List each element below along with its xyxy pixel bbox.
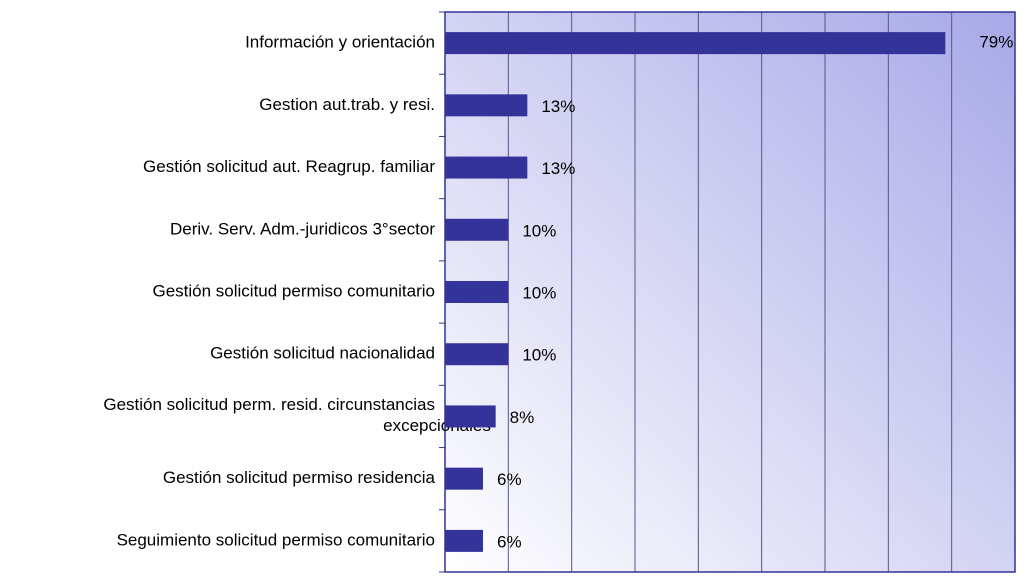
value-label: 6% (497, 532, 522, 551)
y-tick-label: Gestión solicitud aut. Reagrup. familiar (143, 157, 435, 176)
bar (445, 156, 528, 179)
value-label: 79% (979, 33, 1013, 52)
x-tick-label: 0% (433, 581, 458, 585)
value-label: 10% (522, 346, 556, 365)
value-label: 10% (522, 283, 556, 302)
y-tick-label: Gestión solicitud permiso comunitario (152, 281, 435, 300)
y-tick-label: Gestión solicitud permiso residencia (163, 468, 436, 487)
value-label: 10% (522, 221, 556, 240)
x-tick-label: 80% (935, 581, 969, 585)
y-tick-label: Información y orientación (245, 33, 435, 52)
y-tick-label: Deriv. Serv. Adm.-juridicos 3°sector (170, 219, 435, 238)
bar (445, 32, 946, 55)
x-tick-label: 40% (681, 581, 715, 585)
y-tick-label: Gestión solicitud nacionalidad (210, 344, 435, 363)
bar (445, 529, 483, 552)
x-tick-label: 70% (871, 581, 905, 585)
y-tick-label: Seguimiento solicitud permiso comunitari… (117, 530, 435, 549)
bar (445, 467, 483, 490)
plot-area (445, 12, 1015, 572)
value-label: 13% (541, 97, 575, 116)
value-label: 8% (510, 408, 535, 427)
bar (445, 281, 509, 303)
y-tick-label: Gestión solicitud perm. resid. circunsta… (103, 395, 491, 435)
x-tick-label: 10% (491, 581, 525, 585)
x-tick-label: 60% (808, 581, 842, 585)
x-tick-label: 20% (555, 581, 589, 585)
value-label: 6% (497, 470, 522, 489)
y-tick-label: Gestion aut.trab. y resi. (259, 95, 435, 114)
x-tick-label: 50% (745, 581, 779, 585)
value-label: 13% (541, 159, 575, 178)
x-tick-label: 90% (998, 581, 1032, 585)
bar (445, 218, 509, 241)
bar (445, 405, 496, 428)
bar (445, 94, 528, 117)
x-tick-label: 30% (618, 581, 652, 585)
bar (445, 343, 509, 366)
